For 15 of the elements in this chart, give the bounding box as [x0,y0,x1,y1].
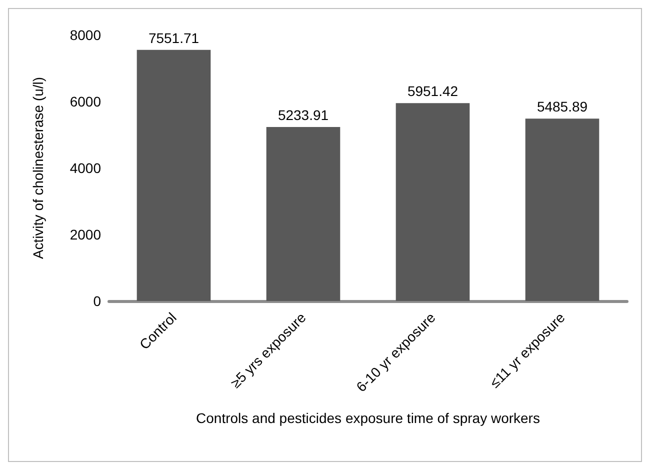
bar [136,50,211,301]
y-tick-label: 6000 [70,94,102,110]
y-tick-label: 0 [93,293,102,309]
data-label: 5233.91 [278,106,329,123]
bar [266,126,340,301]
data-label: 7551.71 [148,30,200,46]
data-label: 5951.42 [407,83,458,100]
bar [396,103,470,301]
bar [525,118,600,301]
y-axis-title: Activity of cholinesterase (u/l) [30,76,46,260]
y-tick-label: 4000 [70,160,102,176]
data-label: 5485.89 [536,98,588,115]
x-axis-title: Controls and pesticides exposure time of spray workers [196,410,540,426]
y-tick-label: 8000 [70,27,102,43]
y-tick-label: 2000 [70,226,102,242]
